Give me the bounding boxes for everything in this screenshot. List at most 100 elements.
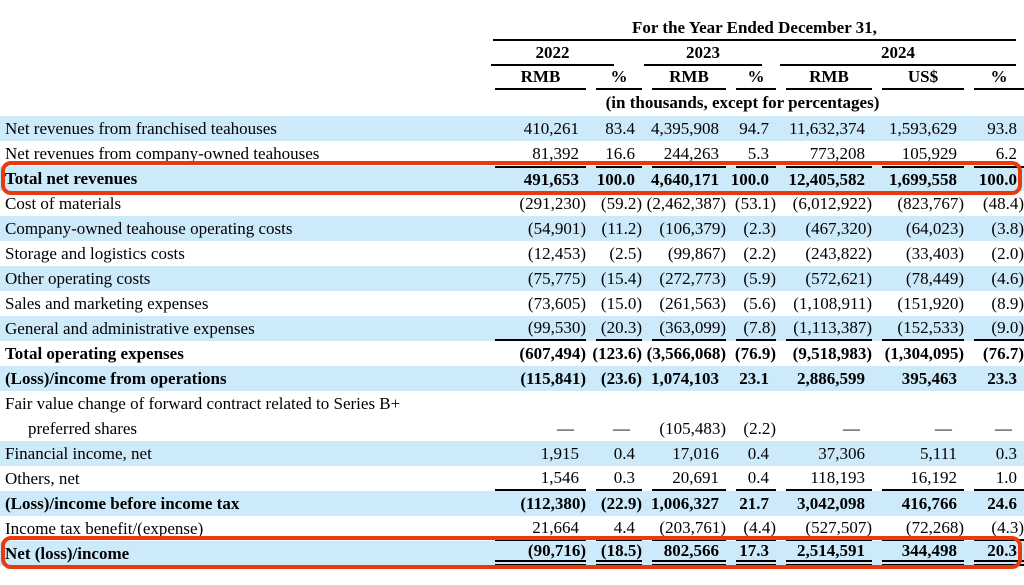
table-cell: (48.4) bbox=[964, 191, 1024, 216]
table-cell: (8.9) bbox=[964, 291, 1024, 316]
table-body: Net revenues from franchised teahouses 41… bbox=[0, 116, 1024, 569]
table-cell: 17.3 bbox=[726, 541, 776, 566]
table-cell: 1,593,629 bbox=[872, 116, 964, 141]
financial-statement-table: For the Year Ended December 31, 2022 202… bbox=[0, 18, 1024, 569]
table-cell: 2,886,599 bbox=[776, 366, 872, 391]
table-cell: (59.2) bbox=[586, 191, 642, 216]
table-cell: (64,023) bbox=[872, 216, 964, 241]
cell-value: (3.8) bbox=[991, 218, 1024, 238]
table-cell: (23.6) bbox=[586, 366, 642, 391]
cell-value: (2.0) bbox=[991, 243, 1024, 263]
table-cell: 24.6 bbox=[964, 491, 1024, 516]
table-row: Financial income, net 1,915 0.4 17,016 0.4 37… bbox=[0, 441, 1024, 466]
cell-value: (53.1) bbox=[734, 193, 776, 213]
table-cell: 17,016 bbox=[642, 441, 726, 466]
cell-value: (363,099) bbox=[659, 317, 726, 337]
cell-value: (33,403) bbox=[905, 243, 964, 263]
cell-value: 3,042,098 bbox=[797, 493, 865, 513]
cell-value: 395,463 bbox=[901, 368, 957, 388]
column-header-pct-2024: % bbox=[964, 67, 1024, 90]
table-cell: (73,605) bbox=[461, 291, 586, 316]
cell-value: (12,453) bbox=[527, 243, 586, 263]
cell-value: 0.4 bbox=[613, 443, 635, 463]
table-cell: 37,306 bbox=[776, 441, 872, 466]
cell-value: 20,691 bbox=[672, 467, 719, 487]
table-cell: (243,822) bbox=[776, 241, 872, 266]
cell-value: 21.7 bbox=[739, 493, 769, 513]
table-cell: 4,395,908 bbox=[642, 116, 726, 141]
cell-value: (1,108,911) bbox=[793, 293, 872, 313]
cell-value: 2,514,591 bbox=[797, 540, 865, 560]
cell-value: (7.8) bbox=[743, 317, 776, 337]
table-cell: 5,111 bbox=[872, 441, 964, 466]
table-cell: 4.4 bbox=[586, 516, 642, 541]
table-cell: 3,042,098 bbox=[776, 491, 872, 516]
cell-value: (106,379) bbox=[659, 218, 726, 238]
cell-value: 17.3 bbox=[739, 540, 769, 560]
cell-value: (6,012,922) bbox=[792, 193, 872, 213]
cell-value: 2,886,599 bbox=[797, 368, 865, 388]
year-group-2022: 2022 bbox=[461, 43, 642, 66]
cell-value: (467,320) bbox=[805, 218, 872, 238]
table-cell: 1,546 bbox=[461, 466, 586, 491]
table-header-note-row: (in thousands, except for percentages) bbox=[0, 90, 1024, 116]
row-label: Company-owned teahouse operating costs bbox=[5, 218, 293, 238]
cell-value: (3,566,068) bbox=[646, 343, 726, 363]
cell-value: (2.2) bbox=[743, 243, 776, 263]
row-label: Cost of materials bbox=[5, 193, 122, 213]
units-note: (in thousands, except for percentages) bbox=[605, 93, 880, 112]
table-cell: 20,691 bbox=[642, 466, 726, 491]
cell-value: 5.3 bbox=[747, 143, 769, 163]
cell-value: (73,605) bbox=[527, 293, 586, 313]
year-group-2023: 2023 bbox=[642, 43, 776, 66]
cell-value: (607,494) bbox=[519, 343, 586, 363]
cell-value: — bbox=[557, 418, 574, 438]
cell-value: 105,929 bbox=[901, 143, 957, 163]
cell-value: (48.4) bbox=[982, 193, 1024, 213]
table-cell: (75,775) bbox=[461, 266, 586, 291]
table-cell: (2.2) bbox=[726, 416, 776, 441]
table-cell: (6,012,922) bbox=[776, 191, 872, 216]
table-cell: 16.6 bbox=[586, 141, 642, 166]
table-cell: 20.3 bbox=[964, 541, 1024, 566]
table-cell: (15.4) bbox=[586, 266, 642, 291]
table-cell: (2.2) bbox=[726, 241, 776, 266]
table-row: Sales and marketing expenses (73,605) (15.… bbox=[0, 291, 1024, 316]
cell-value: 83.4 bbox=[605, 118, 635, 138]
cell-value: (72,268) bbox=[905, 517, 964, 537]
cell-value: 16.6 bbox=[605, 143, 635, 163]
cell-value: 410,261 bbox=[523, 118, 579, 138]
table-cell: 0.4 bbox=[726, 441, 776, 466]
table-cell: 1,699,558 bbox=[872, 166, 964, 191]
cell-value: (2.5) bbox=[609, 243, 642, 263]
table-cell: (572,621) bbox=[776, 266, 872, 291]
cell-value: — bbox=[995, 418, 1012, 438]
cell-value: 0.4 bbox=[747, 443, 769, 463]
table-row: Net revenues from company-owned teahouse… bbox=[0, 141, 1024, 166]
year-label: 2024 bbox=[780, 43, 1016, 66]
row-label: Net (loss)/income bbox=[5, 543, 130, 563]
cell-value: (1,304,095) bbox=[884, 343, 964, 363]
cell-value: 37,306 bbox=[818, 443, 865, 463]
table-row: Total net revenues 491,653 100.0 4,640,171 1… bbox=[0, 161, 1024, 195]
row-label: Net revenues from franchised teahouses bbox=[5, 118, 277, 138]
cell-value: 802,566 bbox=[663, 540, 719, 560]
cell-value: (75,775) bbox=[527, 268, 586, 288]
cell-value: (2,462,387) bbox=[646, 193, 726, 213]
row-label: Total operating expenses bbox=[5, 343, 184, 363]
table-cell: (1,108,911) bbox=[776, 291, 872, 316]
table-cell: (4.6) bbox=[964, 266, 1024, 291]
cell-value: 0.3 bbox=[995, 443, 1017, 463]
row-label: General and administrative expenses bbox=[5, 318, 255, 338]
cell-value: (203,761) bbox=[659, 517, 726, 537]
table-cell: 802,566 bbox=[642, 541, 726, 566]
table-header-column-row: RMB % RMB % RMB US$ % bbox=[0, 66, 1024, 90]
cell-value: 100.0 bbox=[730, 169, 769, 189]
cell-value: (54,901) bbox=[527, 218, 586, 238]
cell-value: 11,632,374 bbox=[789, 118, 865, 138]
table-cell: 0.3 bbox=[586, 466, 642, 491]
cell-value: (112,380) bbox=[520, 493, 586, 513]
cell-value: 12,405,582 bbox=[788, 169, 866, 189]
table-cell: (99,530) bbox=[461, 316, 586, 341]
table-cell: 491,653 bbox=[461, 166, 586, 191]
